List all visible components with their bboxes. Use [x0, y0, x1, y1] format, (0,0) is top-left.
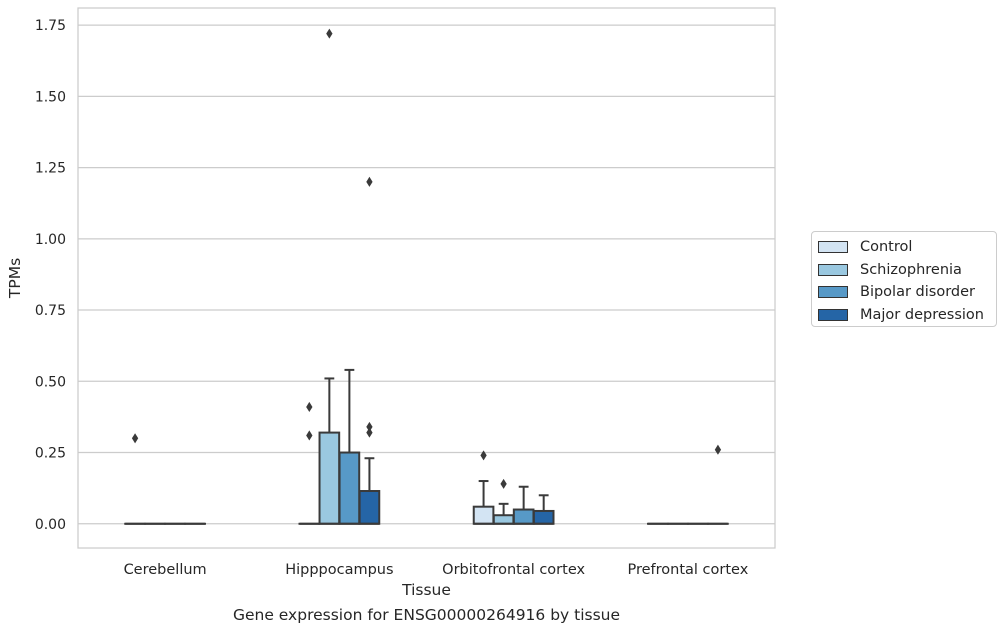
- legend-swatch: [818, 263, 848, 276]
- box-iqr: [492, 514, 515, 525]
- x-axis-label: Tissue: [401, 581, 451, 599]
- outlier-point: [366, 427, 373, 438]
- box-iqr: [512, 508, 535, 525]
- legend-label: Bipolar disorder: [860, 284, 975, 301]
- y-tick-label: 1.50: [35, 89, 66, 105]
- legend-swatch: [818, 286, 848, 299]
- y-tick-label: 1.00: [35, 232, 66, 248]
- y-axis-label: TPMs: [6, 258, 24, 299]
- outlier-point: [480, 450, 487, 461]
- y-tick-labels: 0.00 0.25 0.50 0.75 1.00 1.25 1.50 1.75: [35, 18, 66, 533]
- legend-item: Control: [818, 236, 990, 259]
- y-tick-label: 0.50: [35, 374, 66, 390]
- outlier-point: [131, 433, 139, 444]
- x-tick-label: Hipppocampus: [285, 562, 393, 578]
- outlier-point: [366, 176, 373, 187]
- outlier-point: [714, 444, 722, 455]
- x-tick-label: Prefrontal cortex: [627, 562, 748, 578]
- boxes-layer: [124, 28, 729, 525]
- y-tick-label: 1.75: [35, 18, 66, 34]
- x-tick-labels: Cerebellum Hipppocampus Orbitofrontal cort…: [124, 562, 749, 578]
- y-tick-label: 1.25: [35, 161, 66, 177]
- box-iqr: [532, 509, 555, 525]
- legend-swatch: [818, 308, 848, 321]
- y-tick-label: 0.75: [35, 303, 66, 319]
- box-iqr: [318, 431, 341, 525]
- outlier-point: [326, 28, 333, 39]
- legend-item: Schizophrenia: [818, 259, 990, 282]
- legend: Control Schizophrenia Bipolar disorder Majo…: [811, 231, 997, 327]
- legend-item: Bipolar disorder: [818, 281, 990, 304]
- x-tick-label: Cerebellum: [124, 562, 207, 578]
- outlier-point: [500, 478, 507, 489]
- x-tick-label: Orbitofrontal cortex: [442, 562, 585, 578]
- outlier-point: [366, 421, 373, 432]
- box-iqr: [472, 505, 495, 525]
- y-tick-label: 0.00: [35, 517, 66, 533]
- outlier-point: [306, 430, 313, 441]
- legend-label: Major depression: [860, 306, 984, 323]
- legend-item: Major depression: [818, 304, 990, 327]
- figure-caption: Gene expression for ENSG00000264916 by t…: [232, 606, 621, 624]
- plot-frame: [77, 7, 776, 549]
- box-iqr: [358, 490, 381, 525]
- legend-swatch: [818, 241, 848, 254]
- outlier-point: [306, 401, 313, 412]
- legend-label: Schizophrenia: [860, 261, 962, 278]
- grid-lines: [78, 24, 775, 525]
- y-tick-label: 0.25: [35, 446, 66, 462]
- legend-label: Control: [860, 239, 913, 256]
- box-iqr: [338, 451, 361, 525]
